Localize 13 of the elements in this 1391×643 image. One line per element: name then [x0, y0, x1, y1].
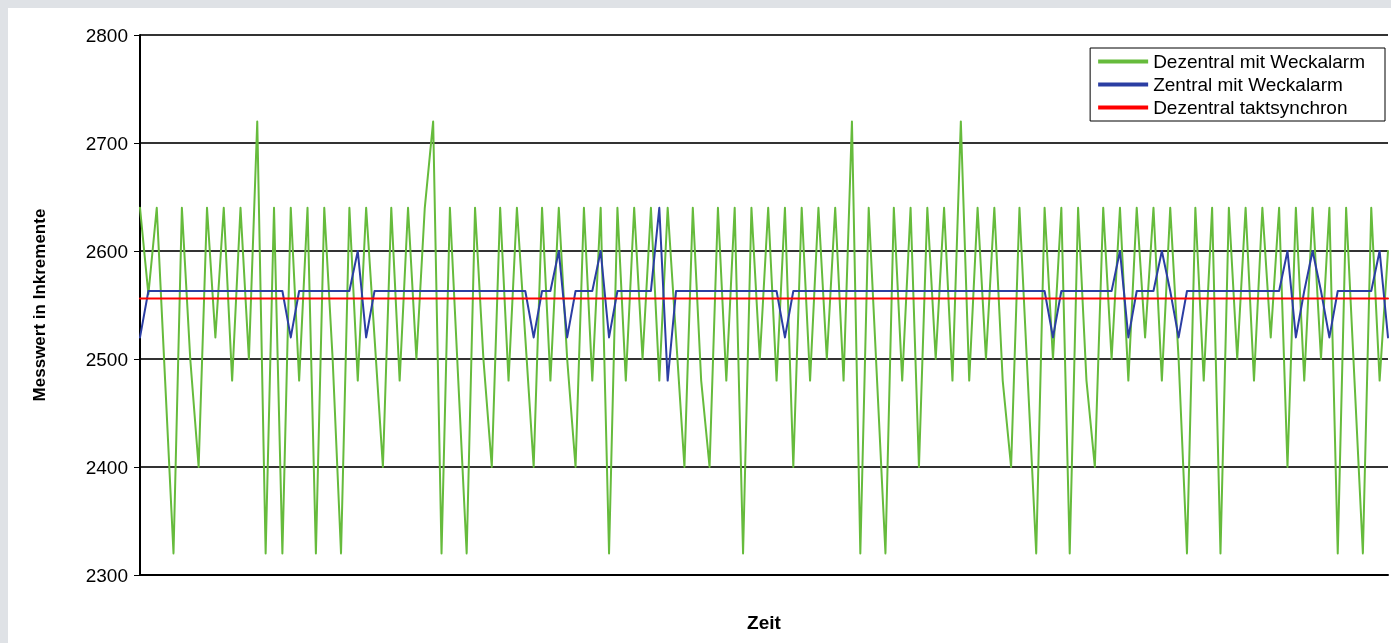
y-tick-label: 2700 [85, 132, 128, 154]
y-tick-label: 2500 [85, 348, 128, 370]
line-series [139, 120, 1389, 555]
y-tick-label: 2300 [85, 564, 128, 586]
legend-label: Dezentral taktsynchron [1153, 97, 1348, 118]
y-tick-label: 2800 [85, 24, 128, 46]
legend-label: Dezentral mit Weckalarm [1153, 51, 1366, 72]
y-tick-label: 2600 [85, 240, 128, 262]
x-axis-title: Zeit [747, 612, 782, 633]
y-tick-label: 2400 [85, 456, 128, 478]
y-axis-title: Messwert in Inkremente [30, 208, 49, 402]
legend-label: Zentral mit Weckalarm [1153, 74, 1343, 95]
line-series [139, 206, 1389, 382]
